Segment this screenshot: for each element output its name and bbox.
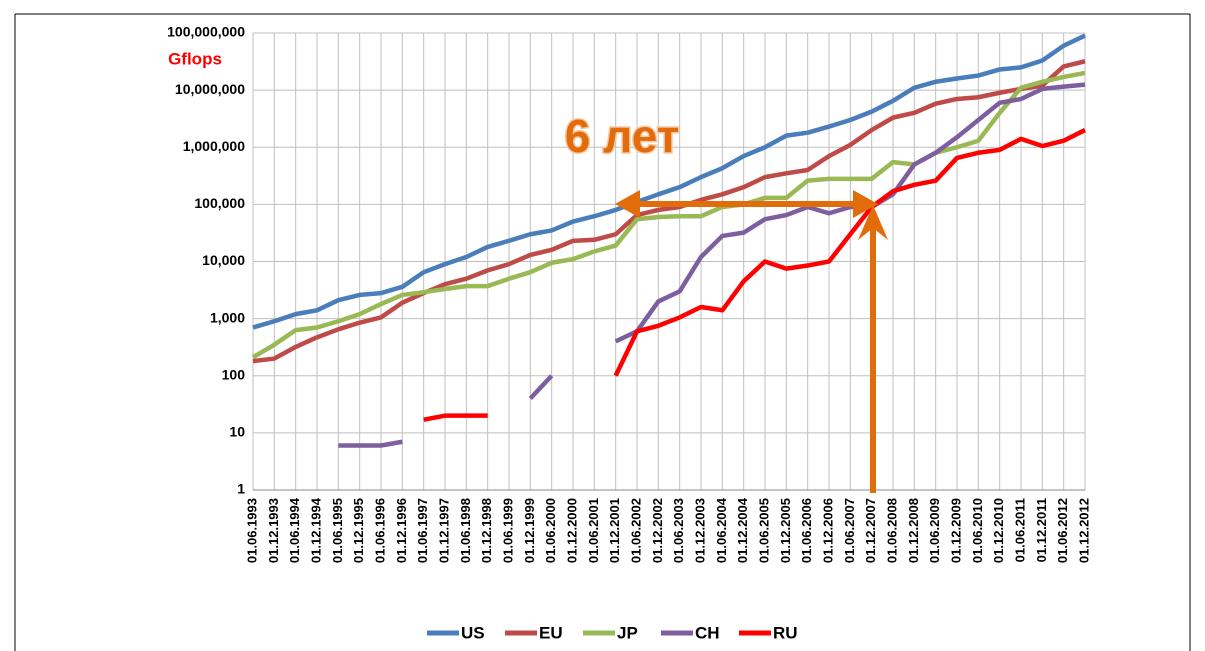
series-line (423, 413, 488, 422)
x-tick-label: 01.12.1998 (479, 498, 494, 563)
grid: 1 10 100 1,000 10,000 100,000 1,000,000 10,000,… (167, 24, 1091, 563)
arrow-head (858, 205, 888, 240)
x-tick-label: 01.06.2001 (586, 498, 601, 563)
series-line (251, 70, 1086, 360)
x-tick-label: 01.12.2012 (1076, 498, 1091, 563)
x-tick-label: 01.06.1999 (500, 498, 515, 563)
x-tick-label: 01.12.2008 (906, 498, 921, 563)
x-tick-label: 01.06.2006 (799, 498, 814, 563)
y-tick-label: 1,000 (210, 309, 245, 325)
arrow-head (615, 190, 640, 218)
x-tick-label: 01.06.1994 (287, 497, 302, 563)
legend-label: CH (695, 623, 720, 642)
x-tick-label: 01.12.2007 (863, 498, 878, 563)
x-tick-label: 01.06.1997 (415, 498, 430, 563)
x-tick-label: 01.12.1993 (266, 498, 281, 563)
x-tick-label: 01.06.2008 (884, 498, 899, 563)
unit-label: Gflops (168, 49, 222, 68)
x-tick-label: 01.06.2004 (714, 497, 729, 563)
x-tick-label: 01.12.2006 (820, 498, 835, 563)
x-tick-label: 01.06.1998 (458, 498, 473, 563)
x-tick-label: 01.06.2000 (543, 498, 558, 563)
y-tick-label: 100 (222, 366, 246, 382)
x-tick-label: 01.12.2010 (991, 498, 1006, 563)
x-tick-label: 01.12.1997 (436, 498, 451, 563)
y-tick-label: 10,000,000 (175, 81, 245, 97)
x-tick-label: 01.12.2003 (692, 498, 707, 563)
y-tick-label: 10,000 (202, 252, 245, 268)
legend: US EU JP CH RU (427, 623, 798, 642)
y-tick-label: 100,000 (194, 195, 245, 211)
x-tick-label: 01.06.2005 (756, 498, 771, 563)
x-tick-label: 01.06.1996 (372, 498, 387, 563)
x-tick-label: 01.12.1999 (522, 498, 537, 563)
x-tick-label: 01.06.1995 (330, 498, 345, 563)
x-tick-label: 01.12.2005 (778, 498, 793, 563)
x-tick-label: 01.06.2002 (628, 498, 643, 563)
arrows (615, 190, 888, 493)
series-line (338, 439, 403, 448)
series-line (252, 59, 1086, 364)
arrow-head (853, 190, 878, 218)
x-tick-label: 01.12.2011 (1034, 498, 1049, 562)
legend-label: JP (617, 623, 638, 642)
x-tick-label: 01.12.2004 (735, 497, 750, 563)
x-tick-label: 01.12.1996 (394, 498, 409, 563)
annotation: 6 лет (565, 110, 679, 162)
y-tick-label: 1 (237, 481, 245, 497)
series-line (528, 374, 554, 401)
legend-label: EU (539, 623, 563, 642)
series-line (613, 128, 1087, 377)
x-tick-label: 01.12.1995 (351, 498, 366, 563)
legend-label: RU (773, 623, 798, 642)
plot (251, 33, 1087, 448)
legend-label: US (461, 623, 485, 642)
y-tick-label: 100,000,000 (167, 24, 245, 40)
y-tick-label: 10 (229, 424, 245, 440)
x-tick-label: 01.12.2009 (948, 498, 963, 563)
y-tick-label: 1,000,000 (183, 138, 245, 154)
x-tick-label: 01.12.1994 (308, 497, 323, 563)
x-tick-label: 01.06.1993 (244, 498, 259, 563)
x-tick-label: 01.12.2001 (607, 498, 622, 563)
x-tick-label: 01.06.2003 (671, 498, 686, 563)
series-line (252, 33, 1086, 330)
x-tick-label: 01.06.2012 (1055, 498, 1070, 563)
x-tick-label: 01.06.2011 (1012, 498, 1027, 562)
x-tick-label: 01.06.2007 (842, 498, 857, 563)
x-tick-label: 01.06.2010 (970, 498, 985, 563)
x-tick-label: 01.12.2002 (650, 498, 665, 563)
x-tick-label: 01.06.2009 (927, 498, 942, 563)
x-tick-label: 01.12.2000 (564, 498, 579, 563)
